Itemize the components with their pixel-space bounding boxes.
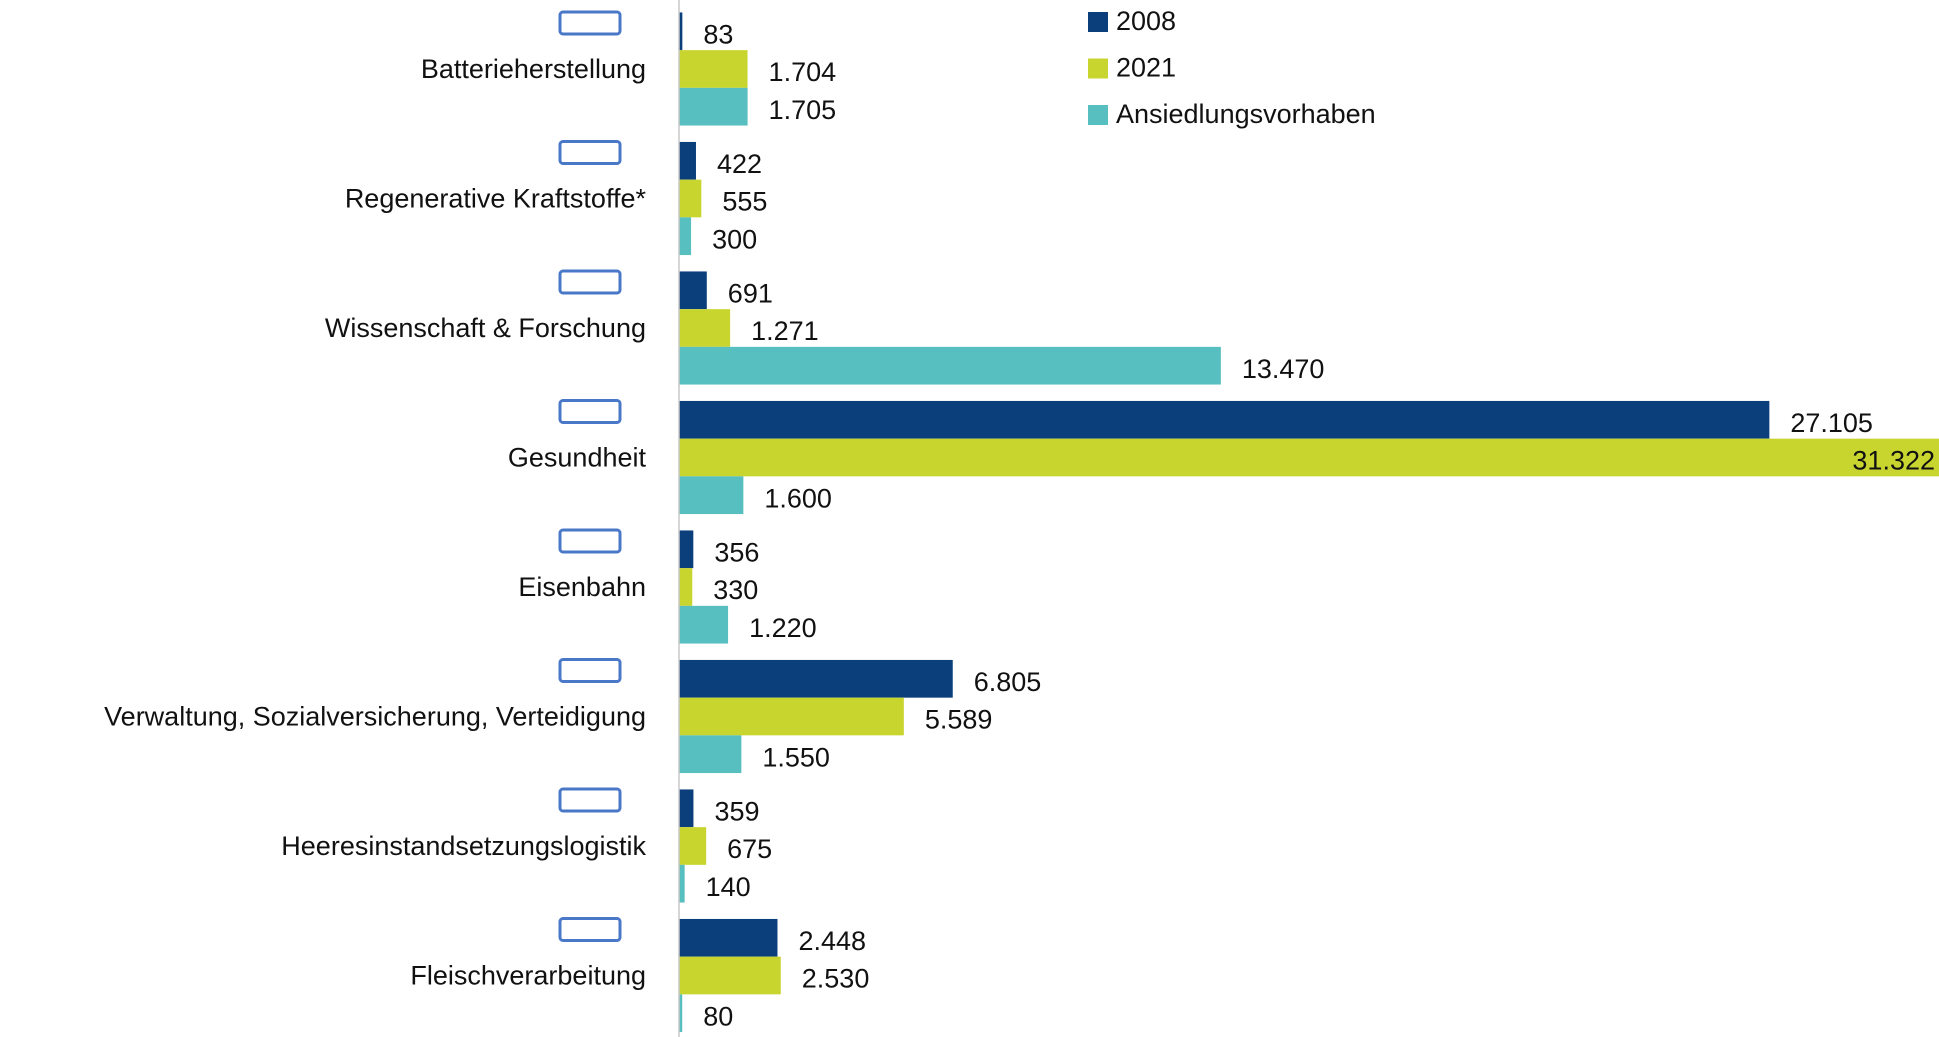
value-label: 359	[714, 796, 759, 826]
bar	[679, 659, 953, 698]
legend-swatch	[1088, 12, 1108, 32]
legend-swatch	[1088, 105, 1108, 125]
value-label: 675	[727, 834, 772, 864]
value-label: 1.271	[751, 316, 819, 346]
category-icon	[558, 140, 622, 165]
bar	[679, 217, 692, 256]
bar	[679, 827, 707, 865]
bar	[679, 956, 781, 995]
bar	[679, 438, 1939, 477]
value-label: 300	[712, 224, 757, 254]
category-icon	[558, 269, 622, 295]
category-label: Eisenbahn	[518, 572, 646, 602]
category-icon	[558, 399, 622, 424]
bar	[679, 400, 1770, 439]
bar	[679, 309, 731, 347]
value-label: 1.600	[764, 483, 832, 513]
value-label: 140	[706, 872, 751, 902]
value-label: 5.589	[925, 705, 993, 735]
category-label: Wissenschaft & Forschung	[325, 313, 646, 343]
category-label: Regenerative Kraftstoffe*	[345, 184, 647, 214]
value-label: 31.322	[1852, 446, 1935, 476]
bar	[679, 141, 696, 180]
bar	[679, 697, 904, 736]
category-icon	[558, 917, 622, 942]
value-label: 1.704	[769, 57, 837, 87]
bar	[679, 994, 683, 1033]
legend-swatch	[1088, 58, 1108, 79]
bar	[679, 568, 693, 606]
category-label: Heeresinstandsetzungslogistik	[281, 831, 646, 861]
bar	[679, 789, 694, 828]
value-label: 555	[722, 187, 767, 217]
category-icon	[558, 658, 622, 683]
bar	[679, 605, 729, 644]
legend-label: 2021	[1116, 53, 1176, 83]
bar	[679, 346, 1221, 385]
bar	[679, 735, 742, 774]
value-label: 1.705	[769, 95, 837, 125]
value-label: 6.805	[974, 667, 1042, 697]
value-label: 27.105	[1790, 408, 1873, 438]
value-label: 422	[717, 149, 762, 179]
icons	[558, 10, 622, 942]
value-label: 356	[714, 537, 759, 567]
legend-label: Ansiedlungsvorhaben	[1116, 99, 1376, 129]
value-label: 2.530	[802, 964, 870, 994]
value-label: 80	[703, 1001, 733, 1031]
value-label: 1.550	[762, 742, 830, 772]
category-icon	[558, 787, 622, 813]
value-label: 1.220	[749, 613, 817, 643]
category-icon	[558, 10, 622, 36]
bar	[679, 864, 685, 903]
bar	[679, 918, 778, 957]
bar	[679, 50, 748, 88]
bar	[679, 12, 683, 51]
bar	[679, 271, 707, 310]
value-label: 13.470	[1242, 354, 1325, 384]
value-label: 691	[728, 278, 773, 308]
category-label: Fleischverarbeitung	[410, 961, 646, 991]
legend-label: 2008	[1116, 6, 1176, 36]
value-label: 83	[703, 19, 733, 49]
bar	[679, 476, 744, 515]
bar	[679, 87, 748, 126]
category-label: Gesundheit	[508, 443, 647, 473]
bar	[679, 530, 694, 569]
value-label: 330	[713, 575, 758, 605]
category-label: Verwaltung, Sozialversicherung, Verteidi…	[104, 702, 646, 732]
category-label: Batterieherstellung	[421, 54, 646, 84]
bar	[679, 179, 702, 218]
category-icon	[558, 528, 622, 554]
value-label: 2.448	[798, 926, 866, 956]
